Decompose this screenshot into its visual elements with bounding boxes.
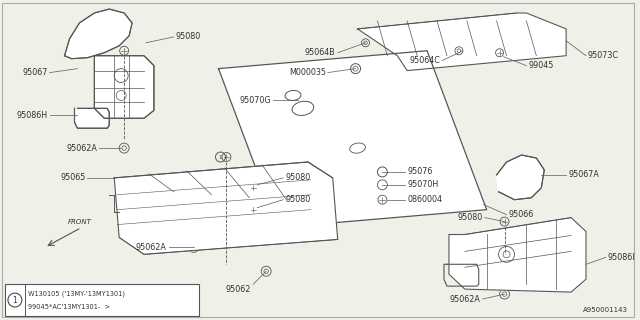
Text: 95065: 95065: [60, 173, 85, 182]
Text: 99045*AC'13MY1301-  >: 99045*AC'13MY1301- >: [28, 304, 110, 310]
Text: 95067A: 95067A: [568, 170, 599, 180]
Text: FRONT: FRONT: [68, 219, 92, 225]
Text: 95080: 95080: [285, 173, 310, 182]
Text: 95070H: 95070H: [407, 180, 438, 189]
Text: 99045: 99045: [529, 61, 554, 70]
Text: W130105 ('13MY-'13MY1301): W130105 ('13MY-'13MY1301): [28, 291, 125, 297]
Text: 95064C: 95064C: [409, 56, 440, 65]
Polygon shape: [114, 162, 338, 254]
Text: 95080: 95080: [285, 195, 310, 204]
Text: 95070G: 95070G: [239, 96, 271, 105]
Text: A950001143: A950001143: [582, 307, 628, 313]
Text: 95062: 95062: [226, 284, 252, 294]
Polygon shape: [449, 218, 586, 292]
Text: 95062A: 95062A: [67, 144, 97, 153]
Polygon shape: [497, 155, 544, 200]
Text: 0860004: 0860004: [407, 195, 442, 204]
Text: 95066: 95066: [509, 210, 534, 219]
Polygon shape: [358, 13, 566, 71]
Text: 95086I: 95086I: [608, 253, 636, 262]
Text: 95067: 95067: [22, 68, 47, 77]
Text: M000035: M000035: [289, 68, 326, 77]
Polygon shape: [74, 108, 109, 128]
Bar: [5, 284, 198, 316]
Text: 95080: 95080: [458, 213, 483, 222]
Text: 1: 1: [13, 296, 17, 305]
Text: 95062A: 95062A: [450, 294, 481, 304]
Text: 95062A: 95062A: [136, 243, 167, 252]
Text: 95080: 95080: [176, 32, 201, 41]
Polygon shape: [218, 51, 486, 228]
Text: 95064B: 95064B: [305, 48, 336, 57]
Text: 95086H: 95086H: [17, 111, 47, 120]
Text: 1: 1: [219, 155, 222, 160]
Text: 95073C: 95073C: [588, 51, 619, 60]
Polygon shape: [65, 9, 132, 59]
Polygon shape: [94, 56, 154, 118]
Text: 95076: 95076: [407, 167, 433, 176]
